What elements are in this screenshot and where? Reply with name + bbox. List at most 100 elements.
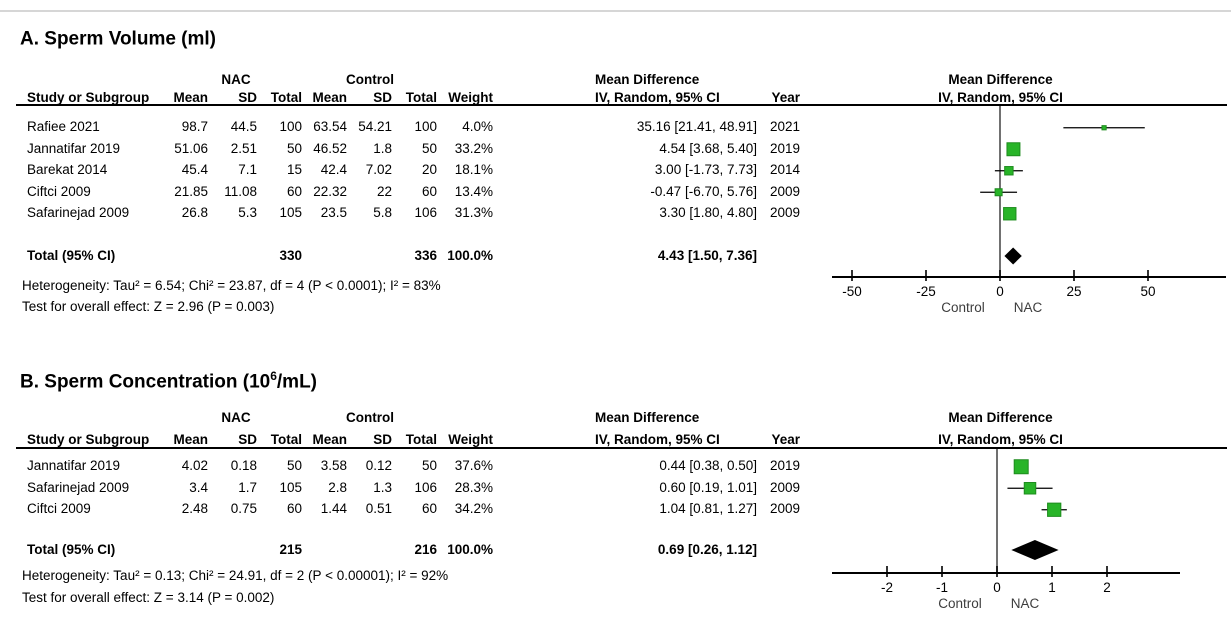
total-row: Total (95% CI) 330 336 100.0% 4.43 [1.50… — [0, 246, 1231, 265]
nac-group-header: NAC — [221, 72, 251, 87]
panel-b-title-suffix: /mL) — [276, 371, 318, 393]
study-name: Rafiee 2021 — [27, 119, 100, 134]
axis-tick-label: -2 — [881, 580, 893, 595]
study-effect-ci: 1.04 [0.81, 1.27] — [659, 501, 757, 516]
study-column-header: Study or Subgroup — [27, 90, 150, 105]
nac-mean: 4.02 — [181, 458, 208, 473]
study-effect-ci: 4.54 [3.68, 5.40] — [659, 140, 757, 156]
effect-square — [1003, 207, 1017, 221]
control-total: 106 — [414, 205, 437, 220]
total-label: Total (95% CI) — [27, 248, 116, 263]
effect-square — [1023, 482, 1037, 495]
method-plot-header: IV, Random, 95% CI — [938, 90, 1063, 105]
nac-sd: 7.1 — [238, 162, 257, 177]
nac-total: 105 — [279, 205, 302, 220]
nac-sd: 5.3 — [238, 205, 257, 220]
nac-mean: 98.7 — [181, 119, 208, 134]
total-weight: 100.0% — [447, 248, 493, 263]
study-column-header: Study or Subgroup — [27, 432, 150, 447]
total-nac-n: 215 — [279, 542, 302, 557]
summary-diamond — [1011, 540, 1059, 560]
group-header-row: NAC Control Mean Difference Mean Differe… — [0, 408, 1231, 427]
overall-effect-note: Test for overall effect: Z = 3.14 (P = 0… — [22, 590, 275, 605]
nac-mean: 3.4 — [189, 479, 208, 495]
study-name: Safarinejad 2009 — [27, 479, 130, 495]
control-total: 20 — [421, 162, 437, 177]
control-sd: 1.3 — [373, 479, 392, 495]
control-sd: 1.8 — [373, 140, 392, 156]
study-year: 2019 — [769, 140, 800, 156]
total-label: Total (95% CI) — [27, 542, 116, 557]
axis-tick-label: 25 — [1066, 284, 1081, 299]
study-year: 2009 — [769, 205, 800, 220]
axis-tick-label: -25 — [916, 284, 936, 299]
effect-square — [1004, 166, 1014, 176]
method-column-header: IV, Random, 95% CI — [595, 432, 720, 447]
control-total: 50 — [421, 140, 437, 156]
nac-total: 60 — [286, 183, 302, 199]
study-effect-ci: 3.30 [1.80, 4.80] — [659, 205, 757, 220]
control-mean: 3.58 — [320, 458, 347, 473]
nac-mean: 51.06 — [174, 140, 208, 156]
total-effect-ci: 4.43 [1.50, 7.36] — [657, 248, 757, 263]
nac-total: 50 — [286, 458, 302, 473]
heterogeneity-note: Heterogeneity: Tau² = 0.13; Chi² = 24.91… — [22, 568, 449, 583]
axis-tick-label: 2 — [1103, 580, 1111, 595]
study-row: Jannatifar 2019 51.06 2.51 50 46.52 1.8 50 33.2… — [0, 139, 1231, 158]
nac-sd: 2.51 — [230, 140, 257, 156]
weight-column-header: Weight — [448, 90, 493, 105]
forest-plot-panel-a: -50 -25 0 25 50 Control NAC — [832, 106, 1226, 315]
nac-total: 15 — [286, 162, 302, 177]
control-mean-column-header: Mean — [312, 432, 347, 447]
nac-sd: 1.7 — [238, 479, 257, 495]
study-weight: 34.2% — [454, 501, 493, 516]
axis-tick-label: 1 — [1048, 580, 1056, 595]
study-weight: 28.3% — [454, 479, 493, 495]
axis-tick-label: 0 — [993, 580, 1001, 595]
total-weight: 100.0% — [447, 542, 493, 557]
nac-sd: 44.5 — [230, 119, 257, 134]
figure-top-edge — [0, 10, 1231, 12]
total-control-n: 336 — [414, 248, 437, 263]
control-group-header: Control — [346, 72, 394, 87]
control-mean: 1.44 — [320, 501, 347, 516]
study-year: 2009 — [769, 501, 800, 516]
axis-tick-label: 0 — [996, 284, 1004, 299]
control-total: 50 — [421, 458, 437, 473]
control-mean-column-header: Mean — [312, 90, 347, 105]
mean-difference-header-left: Mean Difference — [595, 410, 700, 425]
study-row: Jannatifar 2019 4.02 0.18 50 3.58 0.12 50 37.6%… — [0, 456, 1231, 475]
axis-tick-label: 50 — [1140, 284, 1155, 299]
study-name: Ciftci 2009 — [27, 183, 91, 199]
study-weight: 37.6% — [454, 458, 493, 473]
control-mean: 63.54 — [313, 119, 347, 134]
study-weight: 18.1% — [454, 162, 493, 177]
study-effect-ci: -0.47 [-6.70, 5.76] — [650, 183, 757, 199]
effect-square — [1047, 502, 1062, 517]
study-weight: 33.2% — [454, 140, 493, 156]
control-total-column-header: Total — [405, 90, 437, 105]
control-mean: 22.32 — [313, 183, 347, 199]
mean-difference-header-left: Mean Difference — [595, 72, 700, 87]
control-sd: 0.51 — [365, 501, 392, 516]
control-sd-column-header: SD — [373, 432, 392, 447]
study-weight: 13.4% — [454, 183, 493, 199]
study-row: Safarinejad 2009 26.8 5.3 105 23.5 5.8 106 31.3… — [0, 203, 1231, 222]
year-column-header: Year — [771, 432, 800, 447]
control-total: 60 — [421, 183, 437, 199]
nac-mean-column-header: Mean — [173, 432, 208, 447]
nac-total: 100 — [279, 119, 302, 134]
panel-a-title: A. Sperm Volume (ml) — [20, 26, 216, 50]
control-sd: 22 — [376, 183, 392, 199]
nac-total: 60 — [286, 501, 302, 516]
heterogeneity-note: Heterogeneity: Tau² = 6.54; Chi² = 23.87… — [22, 278, 441, 293]
overall-effect-note: Test for overall effect: Z = 2.96 (P = 0… — [22, 299, 275, 314]
effect-square — [994, 188, 1003, 197]
nac-group-header: NAC — [221, 410, 251, 425]
nac-sd-column-header: SD — [238, 432, 257, 447]
nac-sd: 0.18 — [230, 458, 257, 473]
mean-difference-header-right: Mean Difference — [948, 410, 1053, 425]
nac-total-column-header: Total — [270, 432, 302, 447]
